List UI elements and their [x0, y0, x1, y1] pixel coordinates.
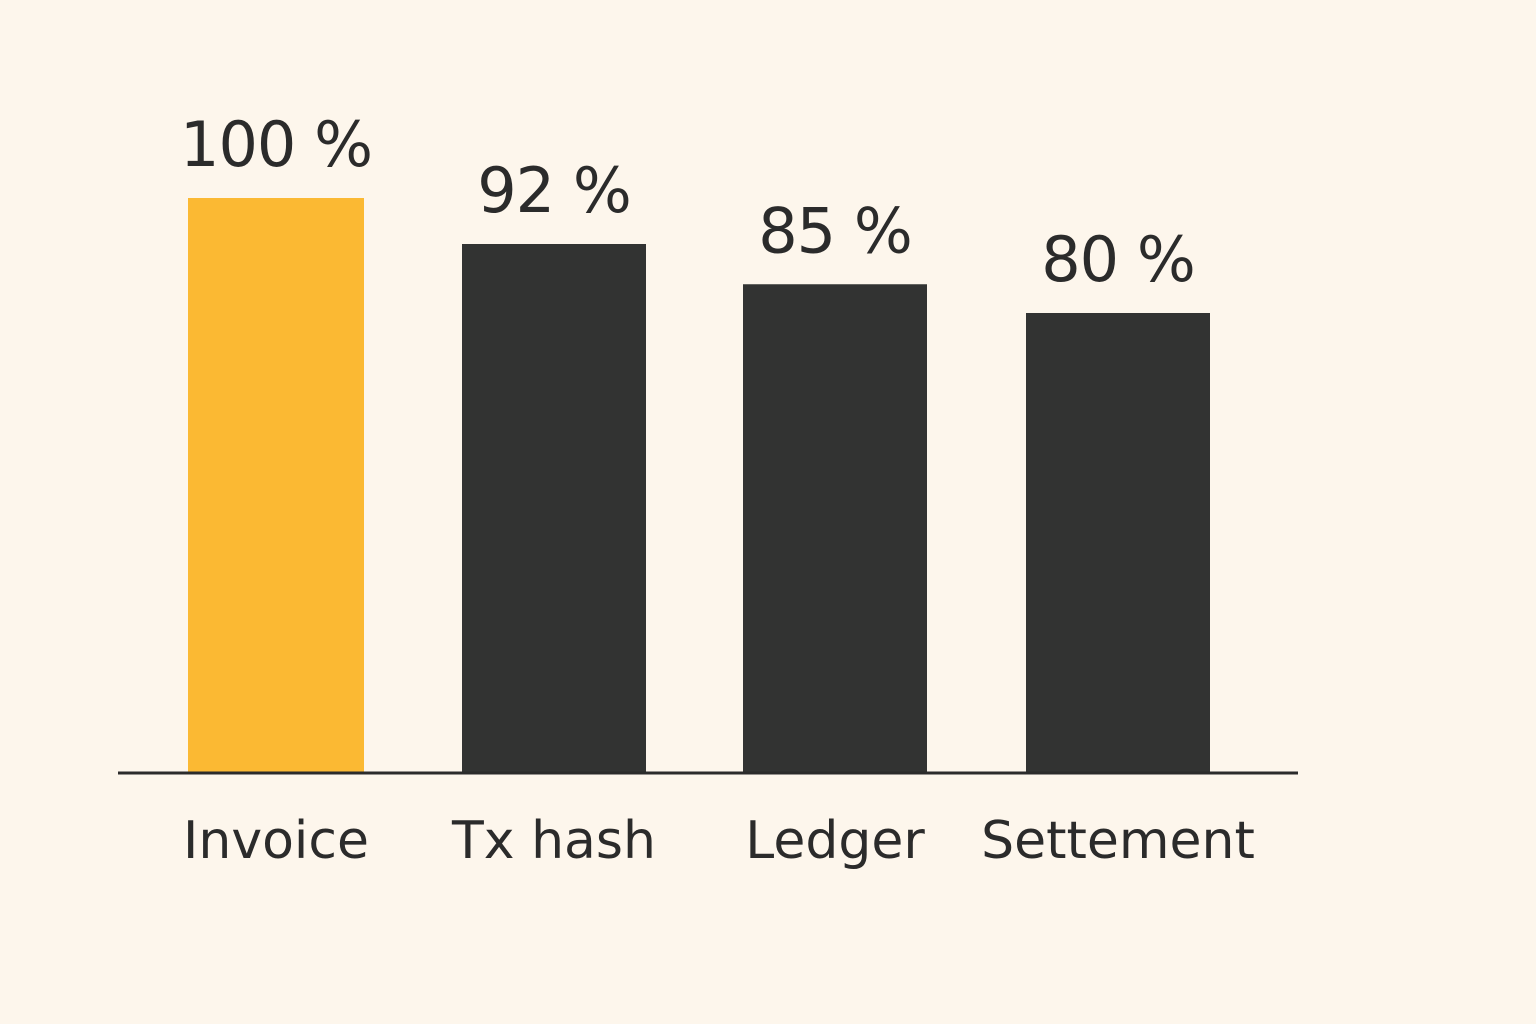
- x-tick-labels-group: Invoice Tx hash Ledger Settement: [183, 811, 1255, 871]
- bar-settement: [1026, 313, 1210, 773]
- data-label: 92 %: [477, 154, 631, 227]
- data-label: 85 %: [758, 194, 912, 267]
- x-tick-label: Ledger: [745, 811, 925, 871]
- x-tick-label: Invoice: [183, 811, 369, 871]
- x-tick-label: Settement: [981, 811, 1255, 871]
- bar-invoice: [188, 198, 364, 773]
- data-labels-group: 100 % 92 % 85 % 80 %: [180, 108, 1196, 296]
- bar-tx-hash: [462, 244, 646, 773]
- data-label: 100 %: [180, 108, 372, 181]
- bars-group: [188, 198, 1210, 773]
- data-label: 80 %: [1041, 223, 1195, 296]
- x-tick-label: Tx hash: [451, 811, 656, 871]
- bar-ledger: [743, 284, 927, 773]
